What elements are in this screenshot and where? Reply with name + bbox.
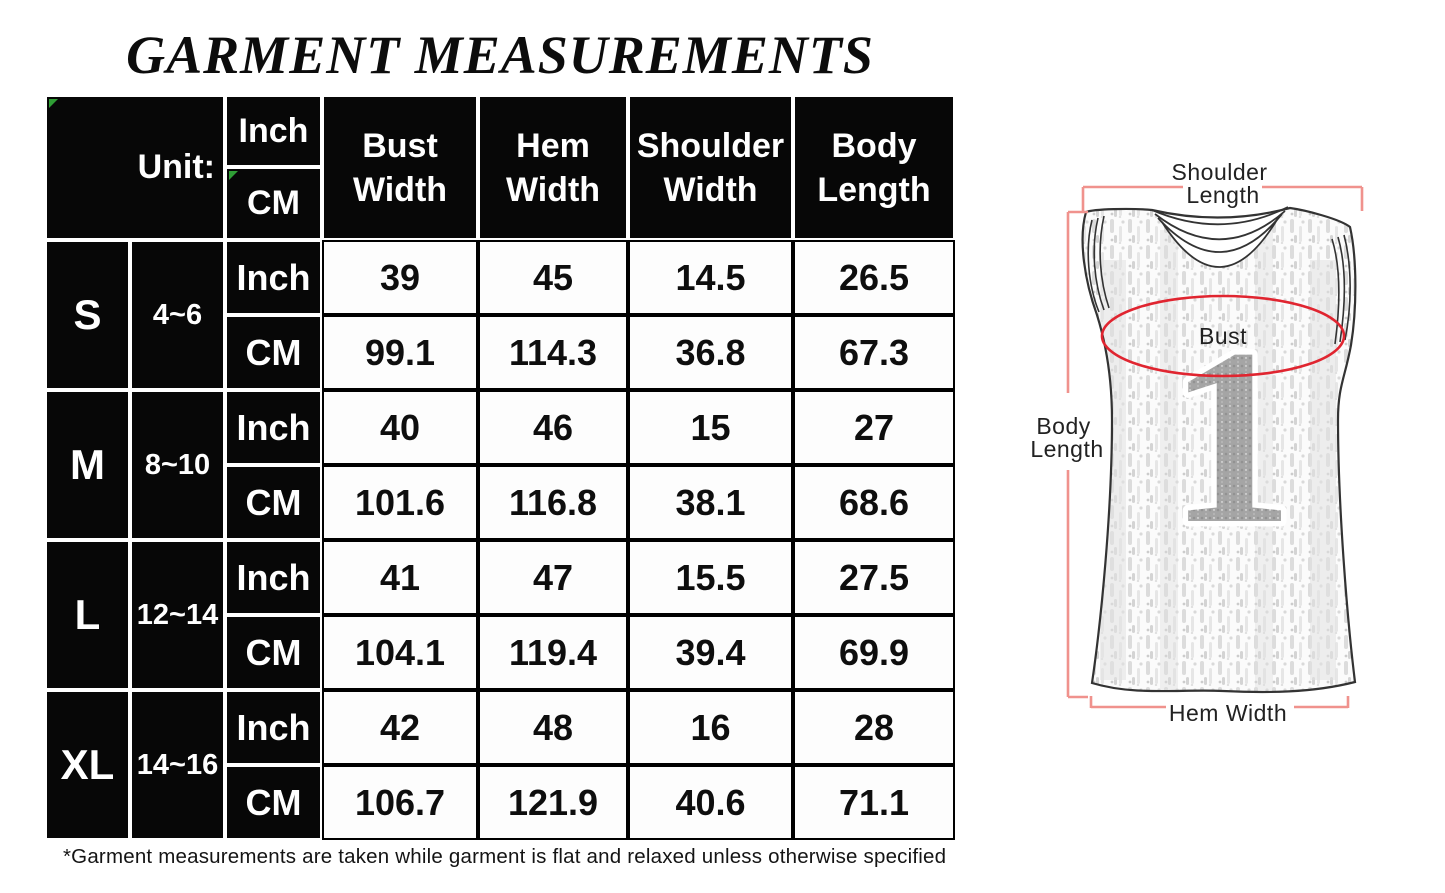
unit-header-label: Unit: — [137, 148, 215, 186]
excel-marker-icon — [229, 171, 238, 180]
column-header-shoulder-width: Shoulder Width — [628, 95, 793, 240]
size-range-xl: 14~16 — [130, 690, 225, 840]
value-s-inch-body: 26.5 — [793, 240, 955, 315]
row-unit-cm: CM — [225, 315, 322, 390]
unit-inch-header: Inch — [225, 95, 322, 167]
unit-header-cell: Unit: — [45, 95, 225, 240]
shoulder-length-label: Shoulder Length — [1172, 159, 1275, 208]
value-l-inch-hem: 47 — [478, 540, 628, 615]
column-header-bust-width: Bust Width — [322, 95, 478, 240]
value-s-cm-hem: 114.3 — [478, 315, 628, 390]
value-s-inch-hem: 45 — [478, 240, 628, 315]
value-m-inch-hem: 46 — [478, 390, 628, 465]
row-unit-cm: CM — [225, 465, 322, 540]
size-label-l: L — [45, 540, 130, 690]
column-header-body-length: Body Length — [793, 95, 955, 240]
row-unit-cm: CM — [225, 615, 322, 690]
value-xl-inch-bust: 42 — [322, 690, 478, 765]
value-l-cm-bust: 104.1 — [322, 615, 478, 690]
bust-ellipse — [1100, 294, 1346, 378]
body-length-bracket — [1066, 210, 1088, 699]
body-length-label: Body Length — [1030, 413, 1103, 462]
value-s-inch-bust: 39 — [322, 240, 478, 315]
value-l-cm-shoulder: 39.4 — [628, 615, 793, 690]
row-unit-inch: Inch — [225, 690, 322, 765]
collar-band — [1152, 208, 1290, 268]
value-m-inch-bust: 40 — [322, 390, 478, 465]
value-xl-inch-body: 28 — [793, 690, 955, 765]
collar-rib-lines — [1151, 206, 1289, 268]
value-m-inch-body: 27 — [793, 390, 955, 465]
value-m-cm-body: 68.6 — [793, 465, 955, 540]
shoulder-strap-lines — [1087, 215, 1351, 345]
shoulder-length-bracket — [1081, 185, 1364, 211]
size-label-xl: XL — [45, 690, 130, 840]
row-unit-inch: Inch — [225, 390, 322, 465]
hem-width-label: Hem Width — [1169, 700, 1287, 726]
garment-diagram: 1 Shoulder Length Body Length Bust Hem W… — [1030, 159, 1364, 726]
row-unit-cm: CM — [225, 765, 322, 840]
measurement-brackets — [1066, 185, 1364, 709]
jersey-number: 1 — [1168, 296, 1294, 576]
value-s-cm-shoulder: 36.8 — [628, 315, 793, 390]
column-header-hem-width: Hem Width — [478, 95, 628, 240]
measurement-footnote: *Garment measurements are taken while ga… — [63, 845, 947, 868]
bust-label: Bust — [1199, 323, 1247, 349]
value-xl-cm-hem: 121.9 — [478, 765, 628, 840]
value-s-cm-body: 67.3 — [793, 315, 955, 390]
size-range-l: 12~14 — [130, 540, 225, 690]
hem-width-bracket — [1089, 696, 1350, 709]
unit-cm-header: CM — [225, 167, 322, 240]
row-unit-inch: Inch — [225, 240, 322, 315]
value-xl-inch-shoulder: 16 — [628, 690, 793, 765]
sequin-texture — [1082, 208, 1356, 693]
value-s-inch-shoulder: 14.5 — [628, 240, 793, 315]
value-l-inch-bust: 41 — [322, 540, 478, 615]
value-m-cm-hem: 116.8 — [478, 465, 628, 540]
value-m-cm-shoulder: 38.1 — [628, 465, 793, 540]
value-l-cm-hem: 119.4 — [478, 615, 628, 690]
size-label-m: M — [45, 390, 130, 540]
excel-marker-icon — [49, 99, 58, 108]
measurements-table: Unit: Inch CM Bust Width Hem Width Shoul… — [45, 95, 955, 840]
value-m-cm-bust: 101.6 — [322, 465, 478, 540]
size-label-s: S — [45, 240, 130, 390]
value-l-cm-body: 69.9 — [793, 615, 955, 690]
page-title: GARMENT MEASUREMENTS — [126, 25, 874, 85]
size-range-m: 8~10 — [130, 390, 225, 540]
value-xl-cm-body: 71.1 — [793, 765, 955, 840]
value-m-inch-shoulder: 15 — [628, 390, 793, 465]
value-l-inch-body: 27.5 — [793, 540, 955, 615]
size-range-s: 4~6 — [130, 240, 225, 390]
value-l-inch-shoulder: 15.5 — [628, 540, 793, 615]
value-xl-inch-hem: 48 — [478, 690, 628, 765]
row-unit-inch: Inch — [225, 540, 322, 615]
value-xl-cm-bust: 106.7 — [322, 765, 478, 840]
value-xl-cm-shoulder: 40.6 — [628, 765, 793, 840]
value-s-cm-bust: 99.1 — [322, 315, 478, 390]
